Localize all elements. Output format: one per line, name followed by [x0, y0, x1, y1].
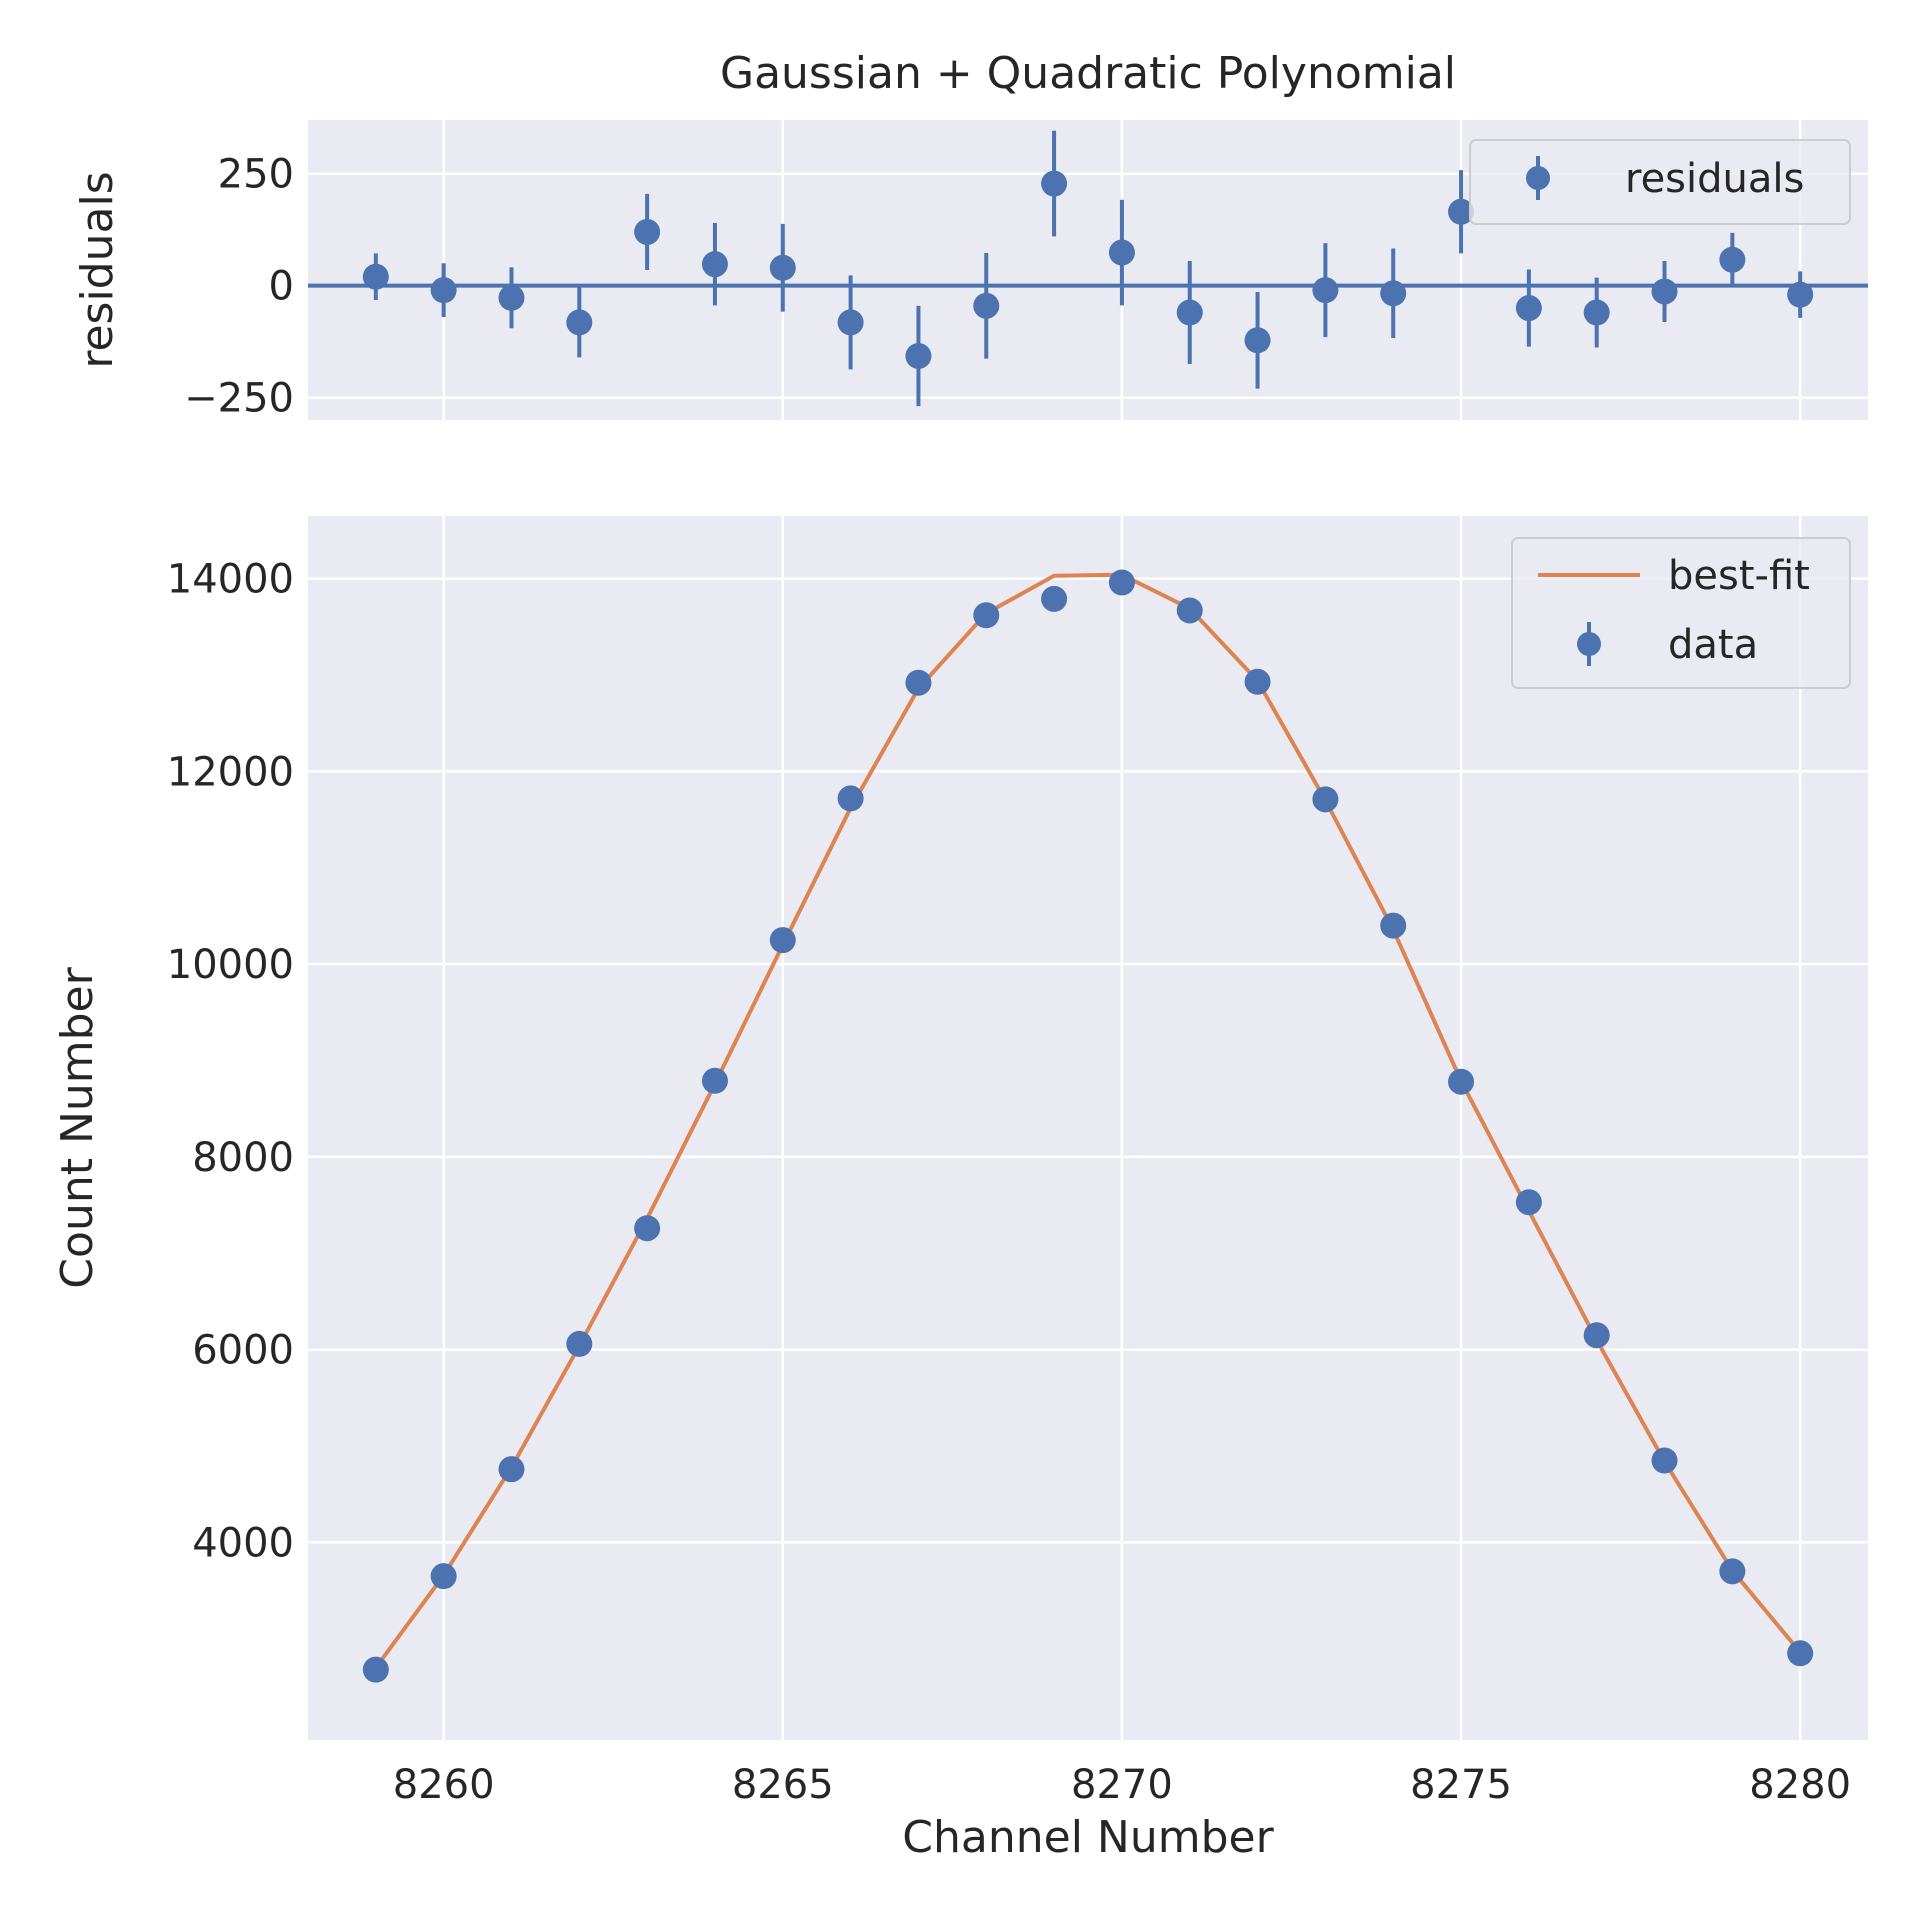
residual-point	[566, 309, 593, 336]
data-point	[1380, 912, 1407, 939]
residual-point	[1719, 246, 1746, 273]
data-point	[973, 602, 1000, 629]
best-fit-line	[374, 572, 1802, 1669]
best-fit-series	[374, 572, 1802, 1669]
residual-point	[1176, 299, 1203, 326]
x-tick-label: 8260	[393, 1762, 495, 1808]
main-y-tick-label: 10000	[167, 942, 294, 988]
data-point	[362, 1656, 389, 1683]
best-fit-legend-label: best-fit	[1668, 553, 1810, 599]
data-point	[498, 1456, 525, 1483]
data-point	[1041, 585, 1068, 612]
residual-point	[634, 218, 661, 245]
main-y-tick-label: 12000	[167, 749, 294, 795]
main-y-tick-label: 8000	[192, 1135, 294, 1181]
data-point	[1244, 668, 1271, 695]
main-y-tick-label: 14000	[167, 557, 294, 603]
residual-point	[1108, 239, 1135, 266]
data-point	[1719, 1558, 1746, 1585]
residual-point	[430, 277, 457, 304]
data-legend-label: data	[1668, 622, 1758, 668]
x-axis-label: Channel Number	[902, 1812, 1274, 1863]
data-series	[362, 569, 1814, 1683]
residual-point	[973, 292, 1000, 319]
data-point	[1108, 569, 1135, 596]
main-y-tick-labels: 4000 6000 8000 10000 12000 14000	[167, 557, 294, 1567]
data-point	[701, 1067, 728, 1094]
residuals-y-tick-label: 250	[218, 152, 294, 198]
data-point	[1515, 1189, 1542, 1216]
residuals-y-axis-label: residuals	[72, 171, 123, 368]
data-point	[1583, 1322, 1610, 1349]
residual-point	[1651, 278, 1678, 305]
data-point	[905, 669, 932, 696]
data-point	[1448, 1068, 1475, 1095]
residual-point	[837, 309, 864, 336]
residual-point	[701, 251, 728, 278]
data-legend-marker	[1577, 632, 1601, 656]
residual-point	[1041, 170, 1068, 197]
residual-point	[769, 254, 796, 281]
residuals-y-tick-labels: −250 0 250	[184, 152, 294, 422]
data-point	[634, 1215, 661, 1242]
data-point	[1787, 1640, 1814, 1667]
residuals-legend-box	[1469, 139, 1851, 225]
main-y-tick-label: 6000	[192, 1328, 294, 1374]
residuals-series	[362, 130, 1814, 407]
data-point	[1176, 597, 1203, 624]
x-tick-labels: 8260 8265 8270 8275 8280	[393, 1762, 1851, 1808]
data-point	[566, 1330, 593, 1357]
main-legend: best-fit data	[1511, 537, 1851, 689]
main-y-tick-label: 4000	[192, 1520, 294, 1566]
residuals-legend-marker	[1526, 166, 1550, 190]
x-tick-label: 8270	[1071, 1762, 1173, 1808]
data-point	[1651, 1447, 1678, 1474]
data-point	[837, 785, 864, 812]
data-point	[430, 1563, 457, 1590]
main-plot-area	[308, 516, 1868, 1740]
residuals-legend-label: residuals	[1625, 156, 1804, 202]
residual-point	[498, 284, 525, 311]
residual-point	[1244, 327, 1271, 354]
residuals-y-tick-label: −250	[184, 376, 294, 422]
chart-title: Gaussian + Quadratic Polynomial	[720, 48, 1456, 99]
residual-point	[1312, 277, 1339, 304]
x-tick-label: 8265	[732, 1762, 834, 1808]
residuals-y-tick-label: 0	[269, 264, 294, 310]
residual-point	[362, 263, 389, 290]
residuals-legend: residuals	[1469, 139, 1851, 225]
residual-point	[1448, 198, 1475, 225]
residual-point	[1515, 295, 1542, 322]
x-tick-label: 8280	[1749, 1762, 1851, 1808]
data-point	[1312, 786, 1339, 813]
main-panel: 4000 6000 8000 10000 12000 14000 8260 8265 8270…	[52, 516, 1868, 1863]
residual-point	[1380, 280, 1407, 307]
residual-point	[905, 342, 932, 369]
residual-point	[1583, 299, 1610, 326]
data-point	[769, 927, 796, 954]
main-y-axis-label: Count Number	[52, 966, 103, 1288]
residuals-panel: −250 0 250 Gaussian + Quadratic Polynomial…	[72, 48, 1868, 422]
residual-point	[1787, 281, 1814, 308]
x-tick-label: 8275	[1410, 1762, 1512, 1808]
